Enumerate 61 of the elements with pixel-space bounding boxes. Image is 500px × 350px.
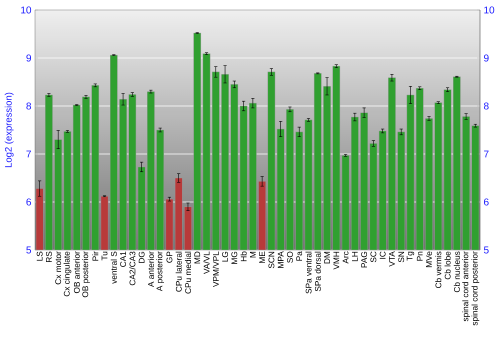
x-tick-label: VTA (389, 251, 395, 267)
x-tick-label: SO (287, 252, 293, 263)
x-tick-label: Tg (406, 252, 414, 261)
y2-tick-label: 7 (484, 150, 489, 158)
y-tick-label: 8 (26, 102, 32, 110)
y-tick-label: 5 (26, 246, 32, 254)
x-tick-label: LH (352, 252, 358, 262)
x-tick-label: OB posterior (82, 251, 90, 298)
y-axis-title: Log2 (expression) (4, 92, 14, 168)
x-tick-label: Pn (416, 252, 423, 261)
x-tick-label: LG (222, 252, 228, 262)
x-tick-label: spinal cord anterior (462, 251, 470, 322)
y2-tick-label: 10 (484, 6, 494, 14)
y2-tick-label: 6 (484, 198, 489, 206)
x-tick-label: RS (46, 252, 52, 262)
x-tick-label: GP (166, 252, 172, 263)
x-tick-label: CPu medial (184, 252, 192, 294)
x-tick-label: PAG (361, 252, 368, 268)
x-tick-label: SN (398, 252, 404, 262)
y2-tick-label: 5 (484, 246, 489, 254)
y-tick-label: 9 (26, 54, 32, 62)
x-tick-label: CPu lateral (176, 252, 182, 292)
x-tick-label: CA1 (120, 252, 126, 267)
x-tick-label: Cx motor (55, 251, 62, 284)
x-tick-label: Tu (102, 252, 108, 260)
x-tick-label: MVe (426, 252, 432, 268)
x-tick-label: DG (138, 252, 145, 263)
x-tick-label: SPa dorsal (314, 252, 321, 292)
x-tick-label: spinal cord posterior (472, 251, 480, 326)
x-tick-label: VA/VL (203, 251, 210, 274)
x-tick-label: M (250, 252, 256, 258)
x-tick-label: MG (231, 252, 238, 264)
x-tick-label: Arc (342, 251, 348, 264)
y-tick-label: 7 (26, 150, 31, 158)
x-tick-label: Pir (92, 251, 98, 261)
x-tick-label: DM (324, 252, 330, 264)
x-tick-label: SCN (268, 252, 274, 268)
x-tick-label: SC (370, 252, 376, 262)
x-tick-label: CA2/CA3 (129, 252, 136, 286)
x-tick-label: IC (380, 252, 386, 259)
x-tick-label: SPa ventral (305, 252, 312, 294)
x-tick-label: Hb (240, 252, 247, 262)
y2-tick-label: 8 (484, 102, 489, 110)
x-tick-label: VPM/VPL (212, 251, 219, 288)
x-tick-label: A posterior (156, 251, 164, 292)
x-tick-label: MD (194, 252, 200, 264)
x-tick-label: VMH (333, 252, 340, 270)
y-tick-label: 6 (26, 198, 32, 206)
x-tick-label: Cx cingulate (64, 252, 72, 296)
x-tick-label: ventral S (110, 252, 117, 284)
x-tick-label: Cb vermis (435, 252, 442, 288)
x-tick-label: A anterior (148, 251, 154, 288)
x-tick-label: LS (36, 252, 43, 261)
x-tick-label: MPA (278, 251, 284, 268)
y-tick-label: 10 (21, 6, 32, 14)
y2-tick-label: 9 (484, 54, 489, 62)
x-tick-label: Cb lobe (444, 252, 451, 280)
x-tick-label: Cb nucleus (454, 252, 460, 292)
x-tick-label: OB anterior (74, 251, 80, 294)
x-tick-label: ME (259, 252, 265, 263)
x-tick-label: Pa (296, 251, 302, 261)
